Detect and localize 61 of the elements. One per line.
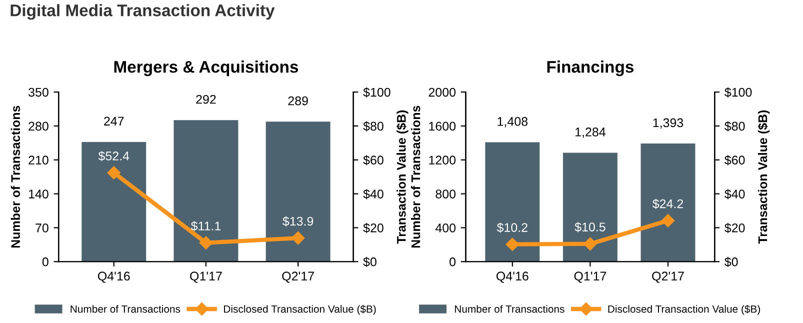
y-tick-label: 210 (28, 156, 48, 165)
data-label: $52.4 (98, 151, 130, 162)
y-tick-label: 400 (435, 224, 456, 232)
point (291, 231, 305, 245)
y-tick-label: 0 (42, 257, 48, 266)
bar (640, 144, 696, 262)
y-axis-title: Number of Transactions (411, 106, 420, 248)
y2-tick-label: $60 (724, 155, 745, 166)
y-tick-label: 1200 (429, 156, 456, 165)
point (661, 214, 675, 228)
legend-label: Number of Transactions (454, 305, 564, 313)
chart-title: Financings (547, 60, 634, 76)
data-label: 247 (104, 116, 124, 126)
y2-tick-label: $60 (363, 155, 384, 166)
chart-title: Mergers & Acquisitions (114, 60, 298, 76)
x-tick-label: Q1'17 (190, 272, 222, 283)
y-tick-label: 1600 (429, 122, 456, 131)
y2-tick-label: $20 (724, 222, 745, 234)
y-tick-label: 140 (28, 190, 48, 198)
x-tick-label: Q1'17 (574, 272, 606, 283)
x-tick-label: Q4'16 (496, 272, 528, 283)
y-tick-label: 70 (36, 224, 48, 232)
data-label: 1,393 (653, 118, 684, 129)
y2-tick-label: $100 (724, 87, 752, 98)
y2-tick-label: $0 (363, 256, 376, 268)
point (107, 166, 120, 180)
y-axis-title: Number of Transactions (10, 106, 20, 248)
y2-axis-title: Transaction Value ($B) (758, 110, 770, 244)
data-label: 289 (288, 96, 308, 106)
x-tick-label: Q4'16 (98, 272, 130, 283)
y-tick-label: 350 (28, 88, 48, 97)
legend-label: Number of Transactions (70, 305, 180, 313)
point (584, 237, 597, 250)
bar (485, 142, 540, 262)
y-tick-label: 800 (436, 190, 456, 198)
data-label: $10.5 (574, 222, 606, 232)
y-tick-label: 280 (28, 122, 48, 131)
y2-tick-label: $40 (363, 189, 384, 200)
y2-axis-title: Transaction Value ($B) (396, 110, 408, 244)
legend-label: Disclosed Transaction Value ($B) (224, 304, 376, 315)
y2-tick-label: $100 (363, 87, 390, 98)
x-tick-label: Q2'17 (652, 272, 684, 283)
text: Digital Media Transaction Activity (10, 4, 275, 20)
data-label: $24.2 (652, 198, 684, 209)
y-tick-label: 0 (450, 257, 456, 266)
data-label: 1,284 (576, 128, 606, 138)
y2-tick-label: $40 (724, 189, 745, 200)
x-tick-label: Q2'17 (282, 272, 314, 283)
y2-tick-label: $0 (724, 256, 738, 268)
point (199, 236, 213, 250)
data-label: 1,408 (498, 117, 528, 128)
y2-tick-label: $80 (363, 121, 384, 132)
data-label: 292 (196, 94, 216, 104)
data-label: $11.1 (190, 221, 221, 232)
point (506, 238, 519, 251)
data-label: $10.2 (496, 222, 528, 233)
y2-tick-label: $20 (363, 222, 384, 234)
y-tick-label: 2000 (428, 88, 456, 97)
legend-label: Disclosed Transaction Value ($B) (608, 304, 760, 315)
y2-tick-label: $80 (724, 121, 745, 132)
data-label: $13.9 (282, 216, 314, 226)
